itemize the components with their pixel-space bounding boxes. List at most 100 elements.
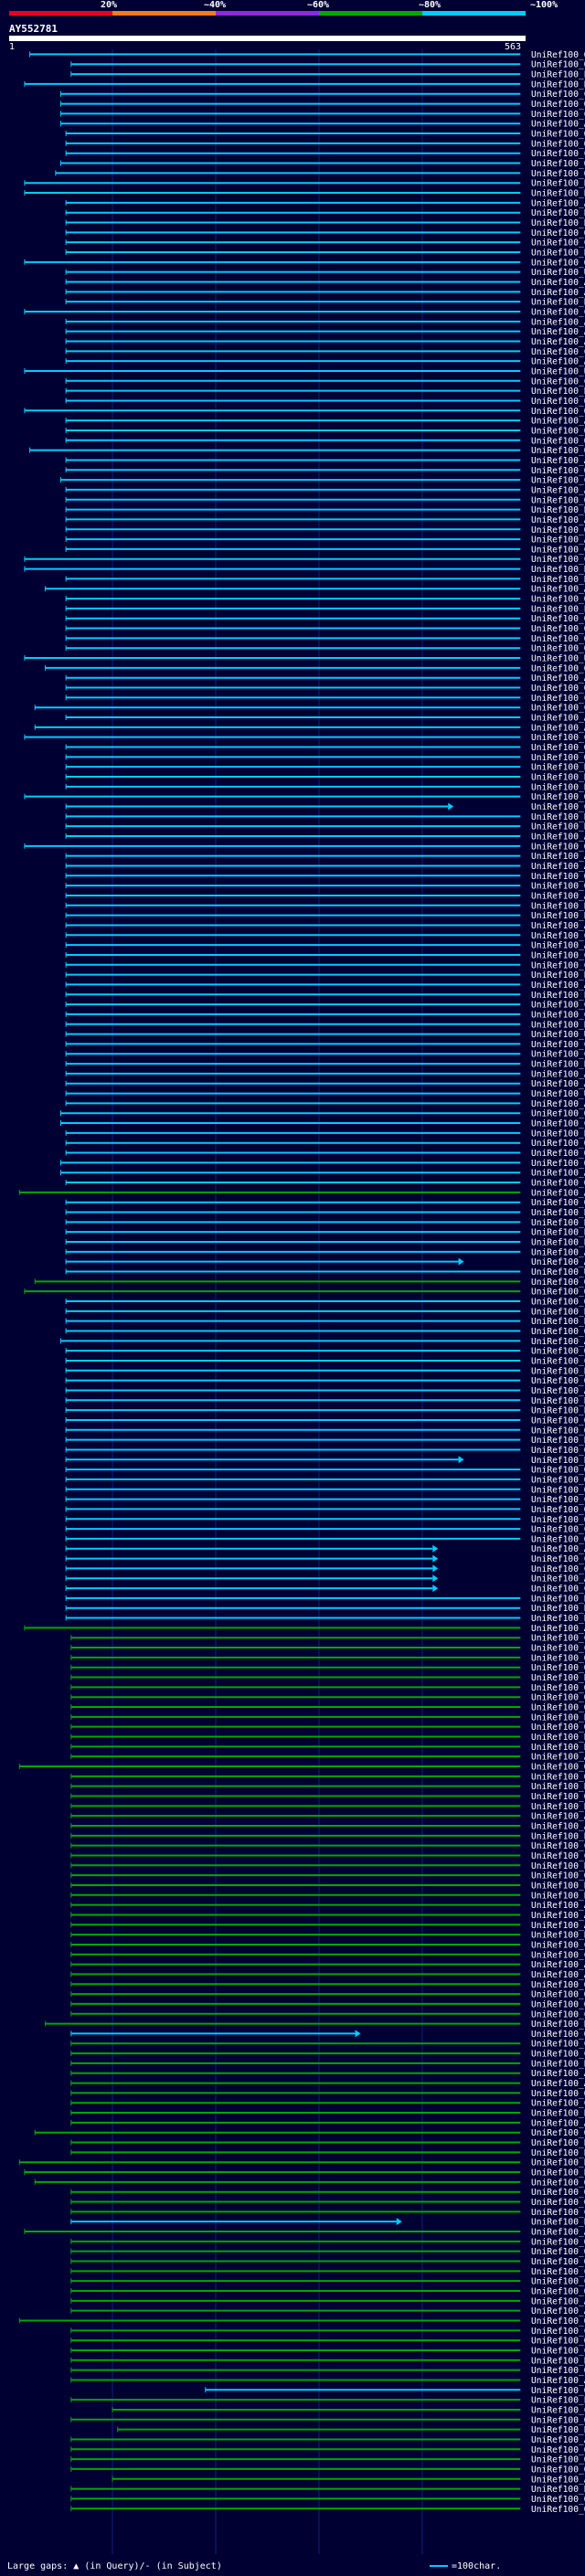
hit-id-label[interactable]: UniRef100_B9RB90 xyxy=(531,1307,585,1317)
hit-id-label[interactable]: UniRef100_C0IRG4 xyxy=(531,2050,585,2060)
hit-id-label[interactable]: UniRef100_B1P1S7 xyxy=(531,1406,585,1416)
hit-row[interactable]: UniRef100_B9GMW8 xyxy=(70,1891,585,1901)
hit-row[interactable]: UniRef100_C7F8H5 xyxy=(70,2009,585,2019)
hit-row[interactable]: UniRef100_C0IRI1 xyxy=(65,347,585,357)
hit-row[interactable]: UniRef100_Q9M0Q1 xyxy=(65,466,585,476)
hit-row[interactable]: UniRef100_Q5Z6G4 xyxy=(65,1149,585,1159)
hit-id-label[interactable]: UniRef100_C5Z8T2 xyxy=(531,950,585,960)
hit-id-label[interactable]: UniRef100_Q84V05 xyxy=(531,2030,585,2040)
hit-row[interactable]: UniRef100_A7Q612 xyxy=(65,456,585,466)
hit-row[interactable]: UniRef100_UP1000... xyxy=(24,366,585,376)
hit-row[interactable]: UniRef100_UP1000... xyxy=(65,268,585,278)
hit-id-label[interactable]: UniRef100_A2YGL1 xyxy=(531,891,585,901)
hit-row[interactable]: UniRef100_A5AGI1 xyxy=(70,2118,585,2128)
hit-row[interactable]: UniRef100_A2TEI7 xyxy=(70,2306,585,2316)
hit-id-label[interactable]: UniRef100_A7Q6Q6 xyxy=(531,1099,585,1109)
hit-id-label[interactable]: UniRef100_Q1W4H3 xyxy=(531,1198,585,1208)
hit-id-label[interactable]: UniRef100_A2TEI7 xyxy=(531,2306,585,2316)
hit-row[interactable]: UniRef100_Q2R336 xyxy=(70,2366,585,2376)
hit-row[interactable]: UniRef100_C6TR30 xyxy=(70,2208,585,2218)
hit-row[interactable]: UniRef100_Q2F0Z4 xyxy=(70,2188,585,2198)
hit-row[interactable]: UniRef100_B1P5Z6 xyxy=(70,1782,585,1792)
hit-id-label[interactable]: UniRef100_Q2Q8Q7 xyxy=(531,525,585,535)
hit-row[interactable]: UniRef100_Q39PL9 xyxy=(65,1327,585,1337)
hit-row[interactable]: UniRef100_Q9FI3L xyxy=(65,426,585,436)
hit-row[interactable]: UniRef100_A5AN81 xyxy=(65,337,585,347)
hit-id-label[interactable]: UniRef100_A7Q6R2 xyxy=(531,535,585,546)
hit-row[interactable]: UniRef100_C6SY01 xyxy=(65,1001,585,1011)
hit-id-label[interactable]: UniRef100_C6TLN8 xyxy=(531,1050,585,1060)
hit-row[interactable]: UniRef100_C6TG06 xyxy=(60,110,585,120)
hit-id-label[interactable]: UniRef100_B6T002 xyxy=(531,822,585,832)
hit-row[interactable]: UniRef100_B9I6N9 xyxy=(24,80,585,90)
hit-row[interactable]: UniRef100_B9T3S4 xyxy=(65,1614,585,1624)
hit-id-label[interactable]: UniRef100_A7Q6M5 xyxy=(531,120,585,130)
hit-row[interactable]: UniRef100_B8XX13 xyxy=(24,565,585,575)
hit-id-label[interactable]: UniRef100_C6T6P7 xyxy=(531,802,585,812)
hit-row[interactable]: UniRef100_C4P7F9 xyxy=(65,1554,585,1564)
hit-row[interactable]: UniRef100_B8AFT6 xyxy=(45,2019,585,2030)
hit-row[interactable]: UniRef100_B9S318 xyxy=(65,901,585,911)
hit-row[interactable]: UniRef100_A1E368 xyxy=(34,723,585,733)
hit-id-label[interactable]: UniRef100_B8WTT8 xyxy=(531,2148,585,2158)
hit-row[interactable]: UniRef100_Q5Z6H0 xyxy=(65,882,585,892)
hit-row[interactable]: UniRef100_B9S3N2 xyxy=(70,2356,585,2366)
hit-id-label[interactable]: UniRef100_A5AN81 xyxy=(531,337,585,347)
hit-row[interactable]: UniRef100_A2TEI6 xyxy=(65,981,585,991)
hit-id-label[interactable]: UniRef100_A9TSP3 xyxy=(531,2475,585,2485)
hit-row[interactable]: UniRef100_Q9M831 xyxy=(70,2337,585,2347)
hit-id-label[interactable]: UniRef100_Q9ZRV1 xyxy=(531,258,585,268)
hit-row[interactable]: UniRef100_B9S349 xyxy=(70,2485,585,2495)
hit-row[interactable]: UniRef100_Q5ZS34 xyxy=(65,1139,585,1149)
hit-row[interactable]: UniRef100_Q6RHX7 xyxy=(24,842,585,852)
hit-id-label[interactable]: UniRef100_B9S7A1 xyxy=(531,1238,585,1248)
hit-id-label[interactable]: UniRef100_A2TEJ3 xyxy=(531,585,585,595)
hit-row[interactable]: UniRef100_Q5BEC0 xyxy=(24,792,585,802)
hit-row[interactable]: UniRef100_A9PZN8 xyxy=(70,2069,585,2079)
hit-id-label[interactable]: UniRef100_Q9LUP4 xyxy=(531,130,585,140)
hit-row[interactable]: UniRef100_B9I125 xyxy=(65,1436,585,1446)
hit-row[interactable]: UniRef100_C6TKJ2 xyxy=(65,931,585,941)
hit-row[interactable]: UniRef100_Q0JK03 xyxy=(70,1703,585,1713)
hit-id-label[interactable]: UniRef100_Q5Z6H0 xyxy=(531,882,585,892)
hit-id-label[interactable]: UniRef100_B9RFL5 xyxy=(531,1733,585,1743)
hit-row[interactable]: UniRef100_Q5B8B9 xyxy=(70,1723,585,1733)
hit-row[interactable]: UniRef100_Q70NY6 xyxy=(70,1663,585,1673)
hit-row[interactable]: UniRef100_C0P7W9 xyxy=(65,1495,585,1505)
hit-id-label[interactable]: UniRef100_Q9LLC3 xyxy=(531,624,585,634)
hit-id-label[interactable]: UniRef100_B8AFT6 xyxy=(531,2019,585,2030)
hit-row[interactable]: UniRef100_Q8S902 xyxy=(60,100,585,110)
hit-row[interactable]: UniRef100_B9IMJ2 xyxy=(65,298,585,308)
hit-row[interactable]: UniRef100_B9RC34 xyxy=(70,1861,585,1871)
hit-id-label[interactable]: UniRef100_A7Q6I4 xyxy=(531,327,585,337)
hit-row[interactable]: UniRef100_B9HH09 xyxy=(65,1218,585,1228)
hit-row[interactable]: UniRef100_Q38910 xyxy=(70,60,585,70)
hit-row[interactable]: UniRef100_B9RGT3 xyxy=(70,2109,585,2119)
hit-id-label[interactable]: UniRef100_Q6XHX8 xyxy=(531,1763,585,1773)
hit-id-label[interactable]: UniRef100_Q8S902 xyxy=(531,100,585,110)
hit-id-label[interactable]: UniRef100_B9HN52 xyxy=(531,387,585,397)
hit-id-label[interactable]: UniRef100_P16927 xyxy=(531,604,585,614)
hit-id-label[interactable]: UniRef100_C6TMD1 xyxy=(531,1040,585,1050)
hit-id-label[interactable]: UniRef100_A7Q612 xyxy=(531,456,585,466)
hit-id-label[interactable]: UniRef100_B9IJ37 xyxy=(531,218,585,228)
hit-id-label[interactable]: UniRef100_B9S318 xyxy=(531,901,585,911)
hit-row[interactable]: UniRef100_B7FK22 xyxy=(65,1456,585,1466)
hit-id-label[interactable]: UniRef100_Q4LET7 xyxy=(531,1871,585,1882)
hit-row[interactable]: UniRef100_A7PBP7 xyxy=(65,1079,585,1089)
hit-id-label[interactable]: UniRef100_UP1000... xyxy=(531,366,585,376)
hit-row[interactable]: UniRef100_Q8S41R xyxy=(70,2505,585,2515)
hit-id-label[interactable]: UniRef100_A2ZF28 xyxy=(531,2376,585,2386)
hit-id-label[interactable]: UniRef100_A7Q6Q5 xyxy=(531,1624,585,1634)
hit-row[interactable]: UniRef100_B9SJQ9 xyxy=(65,249,585,259)
hit-id-label[interactable]: UniRef100_B9T5S2 xyxy=(531,2138,585,2148)
hit-id-label[interactable]: UniRef100_C5Z8T5 xyxy=(531,545,585,555)
hit-row[interactable]: UniRef100_A2YGL1 xyxy=(65,891,585,901)
hit-id-label[interactable]: UniRef100_B9SJQ5 xyxy=(531,575,585,585)
hit-id-label[interactable]: UniRef100_C6TIV9 xyxy=(531,90,585,100)
hit-id-label[interactable]: UniRef100_A9NZ22 xyxy=(531,1901,585,1911)
hit-row[interactable]: UniRef100_B9IMJ3 xyxy=(65,505,585,515)
hit-id-label[interactable]: UniRef100_B9S341 xyxy=(531,1831,585,1841)
hit-id-label[interactable]: UniRef100_Q6MK96 xyxy=(531,2247,585,2257)
hit-id-label[interactable]: UniRef100_C6STP0 xyxy=(531,1010,585,1020)
